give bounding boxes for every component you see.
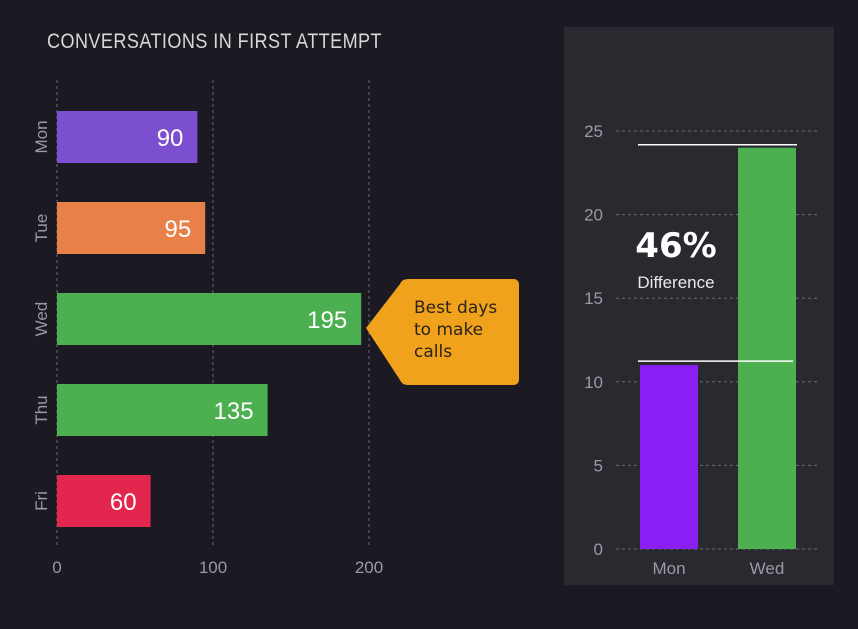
category-label: Tue [32, 214, 51, 243]
horizontal-chart-axis: 0 100 200 Mon Tue Wed Thu Fri [32, 120, 383, 577]
bar [57, 475, 151, 527]
x-tick-label: 100 [199, 558, 227, 577]
vertical-chart-bars [638, 143, 797, 549]
y-tick-label: 0 [594, 540, 603, 559]
bar-value-label: 195 [307, 307, 347, 334]
y-tick-label: 15 [584, 289, 603, 308]
chart-title: CONVERSATIONS IN FIRST ATTEMPT [47, 30, 383, 53]
bar [57, 293, 362, 345]
callout-line: to make [414, 320, 484, 340]
bar [640, 365, 698, 549]
bar [738, 147, 796, 549]
category-label: Fri [32, 491, 51, 511]
bar-value-label: 90 [157, 125, 184, 152]
bar-value-label: 60 [110, 489, 137, 516]
category-label: Thu [32, 395, 51, 424]
category-label: Mon [652, 559, 685, 578]
callout-line: calls [414, 342, 453, 362]
bar [57, 384, 268, 436]
callout-arrow [366, 279, 519, 385]
callout-text: Best days to make calls [414, 297, 514, 363]
y-tick-label: 20 [584, 206, 603, 225]
y-tick-label: 5 [594, 456, 603, 475]
category-label: Wed [32, 302, 51, 337]
bar [57, 202, 206, 254]
vertical-chart-axis: 0 5 10 15 20 25 Mon Wed [584, 122, 784, 578]
bar-value-label: 135 [214, 398, 254, 425]
category-label: Wed [750, 559, 785, 578]
y-tick-label: 10 [584, 373, 603, 392]
callout-line: Best days [414, 298, 498, 318]
horizontal-chart-bars: 90 95 195 135 60 [57, 111, 362, 527]
y-tick-label: 25 [584, 122, 603, 141]
difference-label: Difference [637, 273, 715, 292]
category-label: Mon [32, 120, 51, 153]
x-tick-label: 200 [355, 558, 383, 577]
bar [57, 111, 198, 163]
bar-value-label: 95 [164, 216, 191, 243]
difference-value: 46% [635, 226, 717, 266]
x-tick-label: 0 [52, 558, 61, 577]
